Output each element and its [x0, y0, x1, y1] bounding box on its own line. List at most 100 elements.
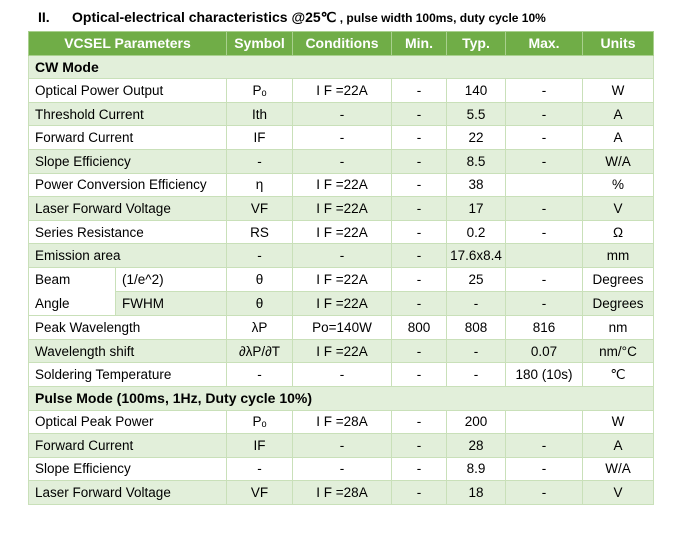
table-cell: Emission area — [28, 243, 227, 268]
table-cell: Degrees — [582, 291, 654, 317]
table-cell: - — [391, 243, 447, 268]
table-cell: I F =22A — [292, 78, 392, 103]
table-cell: λP — [226, 315, 293, 340]
table-cell: - — [391, 291, 447, 317]
column-header: VCSEL Parameters — [28, 31, 227, 56]
table-cell: - — [505, 196, 583, 221]
table-cell — [505, 243, 583, 268]
table-row: Laser Forward Voltage VF I F =22A -17- V — [28, 196, 654, 221]
table-cell: I F =22A — [292, 338, 392, 364]
table-cell — [505, 409, 583, 435]
table-cell: IF — [226, 433, 293, 458]
table-cell: 800 — [391, 315, 447, 340]
table-cell: 18 — [446, 480, 506, 505]
table-cell: CW Mode — [28, 54, 654, 80]
table-cell: FWHM — [115, 291, 227, 317]
table-cell: - — [391, 266, 447, 293]
table-cell: 5.5 — [446, 101, 506, 127]
table-row: Power Conversion Efficiency η I F =22A -38% — [28, 172, 654, 198]
section-row: Pulse Mode (100ms, 1Hz, Duty cycle 10%) — [28, 385, 654, 411]
table-cell: Slope Efficiency — [28, 148, 227, 174]
table-cell: - — [505, 78, 583, 103]
table-cell: - — [446, 362, 506, 387]
table-cell: θ — [226, 266, 293, 293]
table-cell: - — [391, 125, 447, 150]
table-cell: η — [226, 172, 293, 198]
table-cell: I F =22A — [292, 266, 392, 293]
table-cell: 28 — [446, 433, 506, 458]
table-cell: 180 (10s) — [505, 362, 583, 387]
table-cell: - — [292, 125, 392, 150]
table-cell: 0.2 — [446, 219, 506, 245]
table-cell: - — [292, 456, 392, 482]
characteristics-table: VCSEL Parameters Symbol Conditions Min. Typ.… — [28, 31, 654, 505]
table-cell: 22 — [446, 125, 506, 150]
table-cell: I F =28A — [292, 409, 392, 435]
table-cell: Ω — [582, 219, 654, 245]
table-cell: IF — [226, 125, 293, 150]
table-cell: - — [292, 433, 392, 458]
table-cell: I F =28A — [292, 480, 392, 505]
table-cell: Forward Current — [28, 433, 227, 458]
table-row: Peak Wavelength λP Po=140W 800 808 816 nm — [28, 315, 654, 340]
table-cell: - — [391, 456, 447, 482]
table-cell: - — [292, 148, 392, 174]
table-cell: nm — [582, 315, 654, 340]
table-cell: Wavelength shift — [28, 338, 227, 364]
column-header: Symbol — [226, 31, 293, 56]
table-cell: - — [505, 433, 583, 458]
header-row: VCSEL Parameters Symbol Conditions Min. Typ.… — [28, 31, 654, 56]
table-row: Beam Angle (1/e^2) θ I F =22A -25- Degrees — [28, 266, 654, 317]
section-row: CW Mode — [28, 54, 654, 80]
table-cell: - — [391, 433, 447, 458]
table-cell: Optical Peak Power — [28, 409, 227, 435]
table-cell: Pₒ — [226, 78, 293, 103]
table-cell: A — [582, 101, 654, 127]
table-cell: Pₒ — [226, 409, 293, 435]
beam-angle-text: Angle — [35, 295, 70, 311]
table-cell: - — [505, 266, 583, 293]
table-row: Forward Current IF - -28- A — [28, 433, 654, 458]
table-cell: θ — [226, 291, 293, 317]
table-cell: Peak Wavelength — [28, 315, 227, 340]
table-cell: 816 — [505, 315, 583, 340]
table-cell: I F =22A — [292, 172, 392, 198]
table-cell: Power Conversion Efficiency — [28, 172, 227, 198]
table-row: Wavelength shift ∂λP/∂T I F =22A - -0.07 nm/°… — [28, 338, 654, 364]
table-row: Soldering Temperature - - - -180 (10s) ℃ — [28, 362, 654, 387]
table-cell: - — [391, 78, 447, 103]
table-row: Optical Power Output Pₒ I F =22A -140- W — [28, 78, 654, 103]
table-cell: - — [505, 219, 583, 245]
table-cell: - — [391, 219, 447, 245]
table-cell: 8.9 — [446, 456, 506, 482]
table-cell: I F =22A — [292, 196, 392, 221]
table-cell: - — [391, 409, 447, 435]
table-cell: I F =22A — [292, 219, 392, 245]
table-cell: - — [391, 362, 447, 387]
table-cell: W/A — [582, 148, 654, 174]
table-cell: - — [391, 480, 447, 505]
table-cell: VF — [226, 480, 293, 505]
table-cell: - — [391, 196, 447, 221]
table-cell: W — [582, 409, 654, 435]
table-cell: Laser Forward Voltage — [28, 196, 227, 221]
table-cell: Slope Efficiency — [28, 456, 227, 482]
table-cell: - — [391, 338, 447, 364]
table-cell: I F =22A — [292, 291, 392, 317]
table-cell: - — [226, 362, 293, 387]
table-cell: - — [226, 456, 293, 482]
table-cell: (1/e^2) — [115, 266, 227, 293]
table-cell: V — [582, 480, 654, 505]
table-cell: RS — [226, 219, 293, 245]
table-cell: - — [505, 291, 583, 317]
table-cell: Soldering Temperature — [28, 362, 227, 387]
table-cell: ∂λP/∂T — [226, 338, 293, 364]
table-cell: - — [226, 148, 293, 174]
table-row: Emission area - - -17.6x8.4 mm — [28, 243, 654, 268]
table-cell: Laser Forward Voltage — [28, 480, 227, 505]
table-cell: - — [505, 480, 583, 505]
table-row: Optical Peak Power Pₒ I F =28A -200 W — [28, 409, 654, 435]
table-cell: 808 — [446, 315, 506, 340]
table-cell: - — [391, 148, 447, 174]
table-row: Series Resistance RS I F =22A -0.2- Ω — [28, 219, 654, 245]
